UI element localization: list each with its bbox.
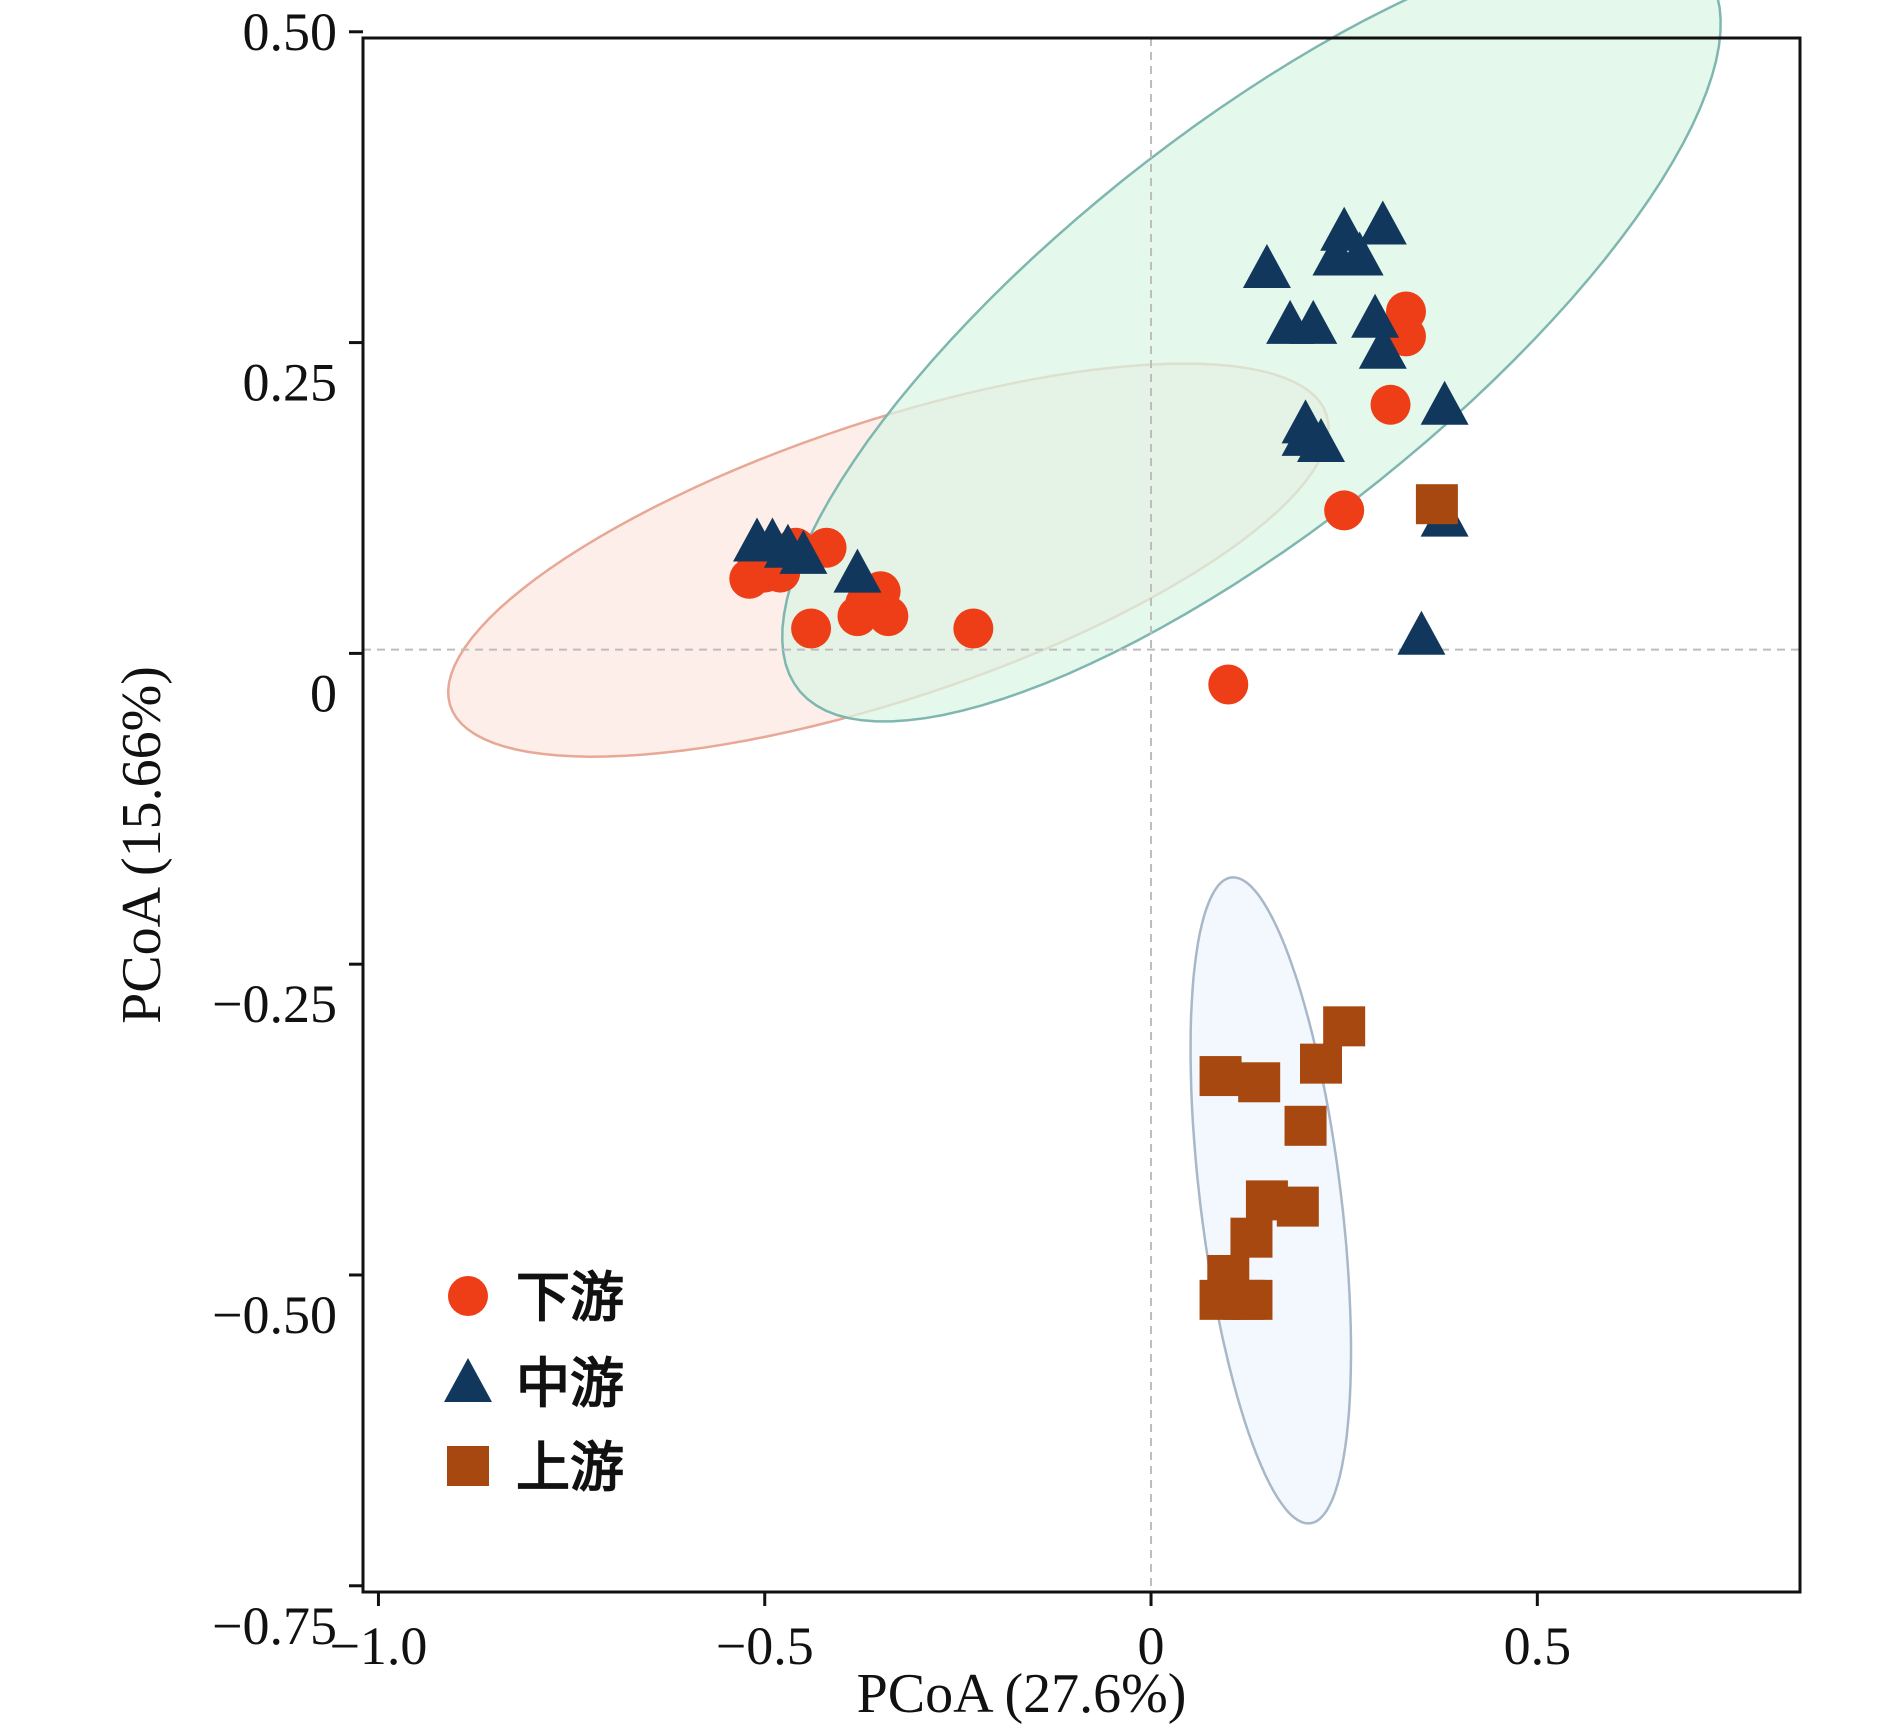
x-tick-label: −0.5 — [716, 1616, 814, 1676]
legend-label-midstream: 中游 — [516, 1352, 624, 1415]
x-axis-title: PCoA (27.6%) — [857, 1663, 1187, 1725]
triangle-point-s1-16 — [1297, 418, 1345, 463]
legend-marker-triangle — [444, 1358, 492, 1402]
circle-point-s0-14 — [1370, 384, 1411, 425]
circle-point-s0-11 — [953, 608, 994, 649]
circle-point-s0-12 — [1208, 664, 1249, 705]
square-point-s2-12 — [1222, 1279, 1265, 1320]
square-point-s2-3 — [1199, 1056, 1242, 1097]
legend-label-upstream: 上游 — [516, 1436, 624, 1499]
x-tick-label: −1.0 — [329, 1616, 427, 1676]
square-point-s2-7 — [1276, 1186, 1319, 1227]
square-point-s2-4 — [1238, 1062, 1281, 1103]
y-axis-title: PCoA (15.66%) — [111, 666, 173, 1024]
triangle-point-s1-11 — [1358, 200, 1407, 245]
triangle-point-s1-19 — [1397, 610, 1446, 655]
triangle-point-s1-4 — [833, 548, 882, 593]
y-tick-label: 0.25 — [243, 353, 338, 413]
y-tick-label: −0.25 — [212, 974, 337, 1034]
legend-circle-mark — [448, 1276, 488, 1316]
circle-point-s0-8 — [791, 608, 832, 649]
circle-point-s0-13 — [1324, 490, 1365, 531]
triangle-point-s1-7 — [1289, 299, 1338, 344]
y-tick-label: 0 — [310, 663, 337, 723]
circle-point-s0-16 — [1385, 316, 1426, 357]
square-point-s2-5 — [1284, 1105, 1327, 1146]
triangle-point-s1-10 — [1335, 231, 1384, 276]
axis-ticks: −1.0 −0.5 0 0.50.500.250−0.25−0.50−0.75 — [212, 2, 1571, 1676]
y-tick-label: −0.75 — [212, 1596, 337, 1656]
circle-point-s0-9 — [837, 596, 878, 637]
triangle-point-s1-13 — [1358, 324, 1407, 369]
triangle-point-s1-12 — [1351, 293, 1400, 338]
y-tick-label: −0.50 — [212, 1285, 337, 1345]
square-point-s2-8 — [1230, 1217, 1273, 1258]
legend-marker-square — [447, 1446, 489, 1486]
legend: 下游 中游 上游 — [444, 1266, 624, 1499]
confidence-ellipses — [446, 0, 1722, 1525]
legend-marker-circle — [448, 1276, 488, 1316]
legend-item-upstream: 上游 — [447, 1436, 624, 1499]
square-point-s2-2 — [1300, 1043, 1342, 1084]
plot-frame — [361, 36, 1802, 1594]
circle-point-s0-10 — [868, 596, 909, 637]
data-points — [729, 200, 1469, 1320]
legend-square-mark — [447, 1446, 489, 1486]
square-point-s2-1 — [1323, 1006, 1366, 1047]
legend-triangle-mark — [444, 1358, 492, 1402]
legend-label-downstream: 下游 — [516, 1266, 624, 1329]
legend-item-midstream: 中游 — [444, 1352, 624, 1415]
triangle-point-s1-5 — [1242, 243, 1291, 288]
reference-lines — [363, 38, 1800, 1592]
x-tick-label: 0 — [1138, 1616, 1165, 1676]
x-tick-label: 0.5 — [1504, 1616, 1572, 1676]
triangle-point-s1-17 — [1420, 380, 1469, 425]
legend-item-downstream: 下游 — [448, 1266, 624, 1329]
triangle-point-s1-3 — [779, 529, 828, 574]
y-tick-label: 0.50 — [243, 2, 338, 62]
square-point-s2-0 — [1415, 484, 1458, 525]
ellipse-series-1 — [781, 0, 1722, 723]
